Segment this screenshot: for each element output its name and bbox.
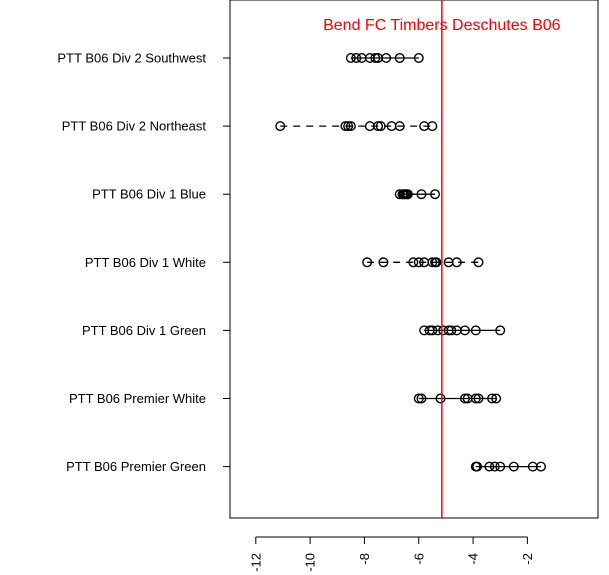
data-point [470,325,481,336]
data-point [491,393,502,404]
category-axis: PTT B06 Div 2 Southwest PTT B06 Div 2 Nor… [57,51,230,474]
y-tick-label: PTT B06 Div 1 Blue [92,187,206,202]
data-point [378,257,389,268]
data-point [487,393,498,404]
data-point [427,325,438,336]
y-tick-label: PTT B06 Div 2 Southwest [57,51,206,66]
data-point [413,393,424,404]
data-point [430,189,441,200]
data-point [446,325,457,336]
x-tick-label: -4 [466,553,481,565]
data-point [489,461,500,472]
y-tick-label: PTT B06 Div 2 Northeast [62,119,207,134]
data-point [435,393,446,404]
data-point [345,121,356,132]
reference-line-label: Bend FC Timbers Deschutes B06 [323,17,561,34]
data-point [362,257,373,268]
y-tick-label: PTT B06 Premier White [69,391,206,406]
data-point [375,121,386,132]
x-tick-label: -12 [248,553,263,572]
data-point [473,257,484,268]
data-point [459,393,470,404]
x-tick-label: -10 [303,553,318,572]
data-point [381,53,392,64]
data-point [351,53,362,64]
data-point [535,461,546,472]
data-point [484,461,495,472]
data-point [413,53,424,64]
series-layer [275,53,546,472]
reference-layer: Bend FC Timbers Deschutes B06 [323,0,561,518]
data-point [431,257,442,268]
data-point [495,461,506,472]
x-tick-label: -2 [520,553,535,565]
data-point [495,325,506,336]
data-point [402,189,413,200]
data-point [427,121,438,132]
x-tick-label: -6 [411,553,426,565]
data-point [373,121,384,132]
data-point [472,461,483,472]
data-point [459,325,470,336]
data-point [427,257,438,268]
data-point [508,461,519,472]
y-tick-label: PTT B06 Div 1 White [85,255,206,270]
x-tick-label: -8 [357,553,372,565]
data-point [275,121,286,132]
plot-frame [229,0,599,519]
data-point [340,121,351,132]
y-tick-label: PTT B06 Div 1 Green [82,323,206,338]
data-point [343,121,354,132]
data-point [394,121,405,132]
data-point [345,53,356,64]
x-axis: -12 -10 -8 -6 -4 -2 [248,536,535,572]
data-point [470,393,481,404]
data-point [394,53,405,64]
data-point [416,189,427,200]
data-point [370,53,381,64]
y-tick-label: PTT B06 Premier Green [66,459,206,474]
data-point [416,393,427,404]
data-point [413,257,424,268]
data-point [451,257,462,268]
data-point [473,393,484,404]
data-point [408,257,419,268]
